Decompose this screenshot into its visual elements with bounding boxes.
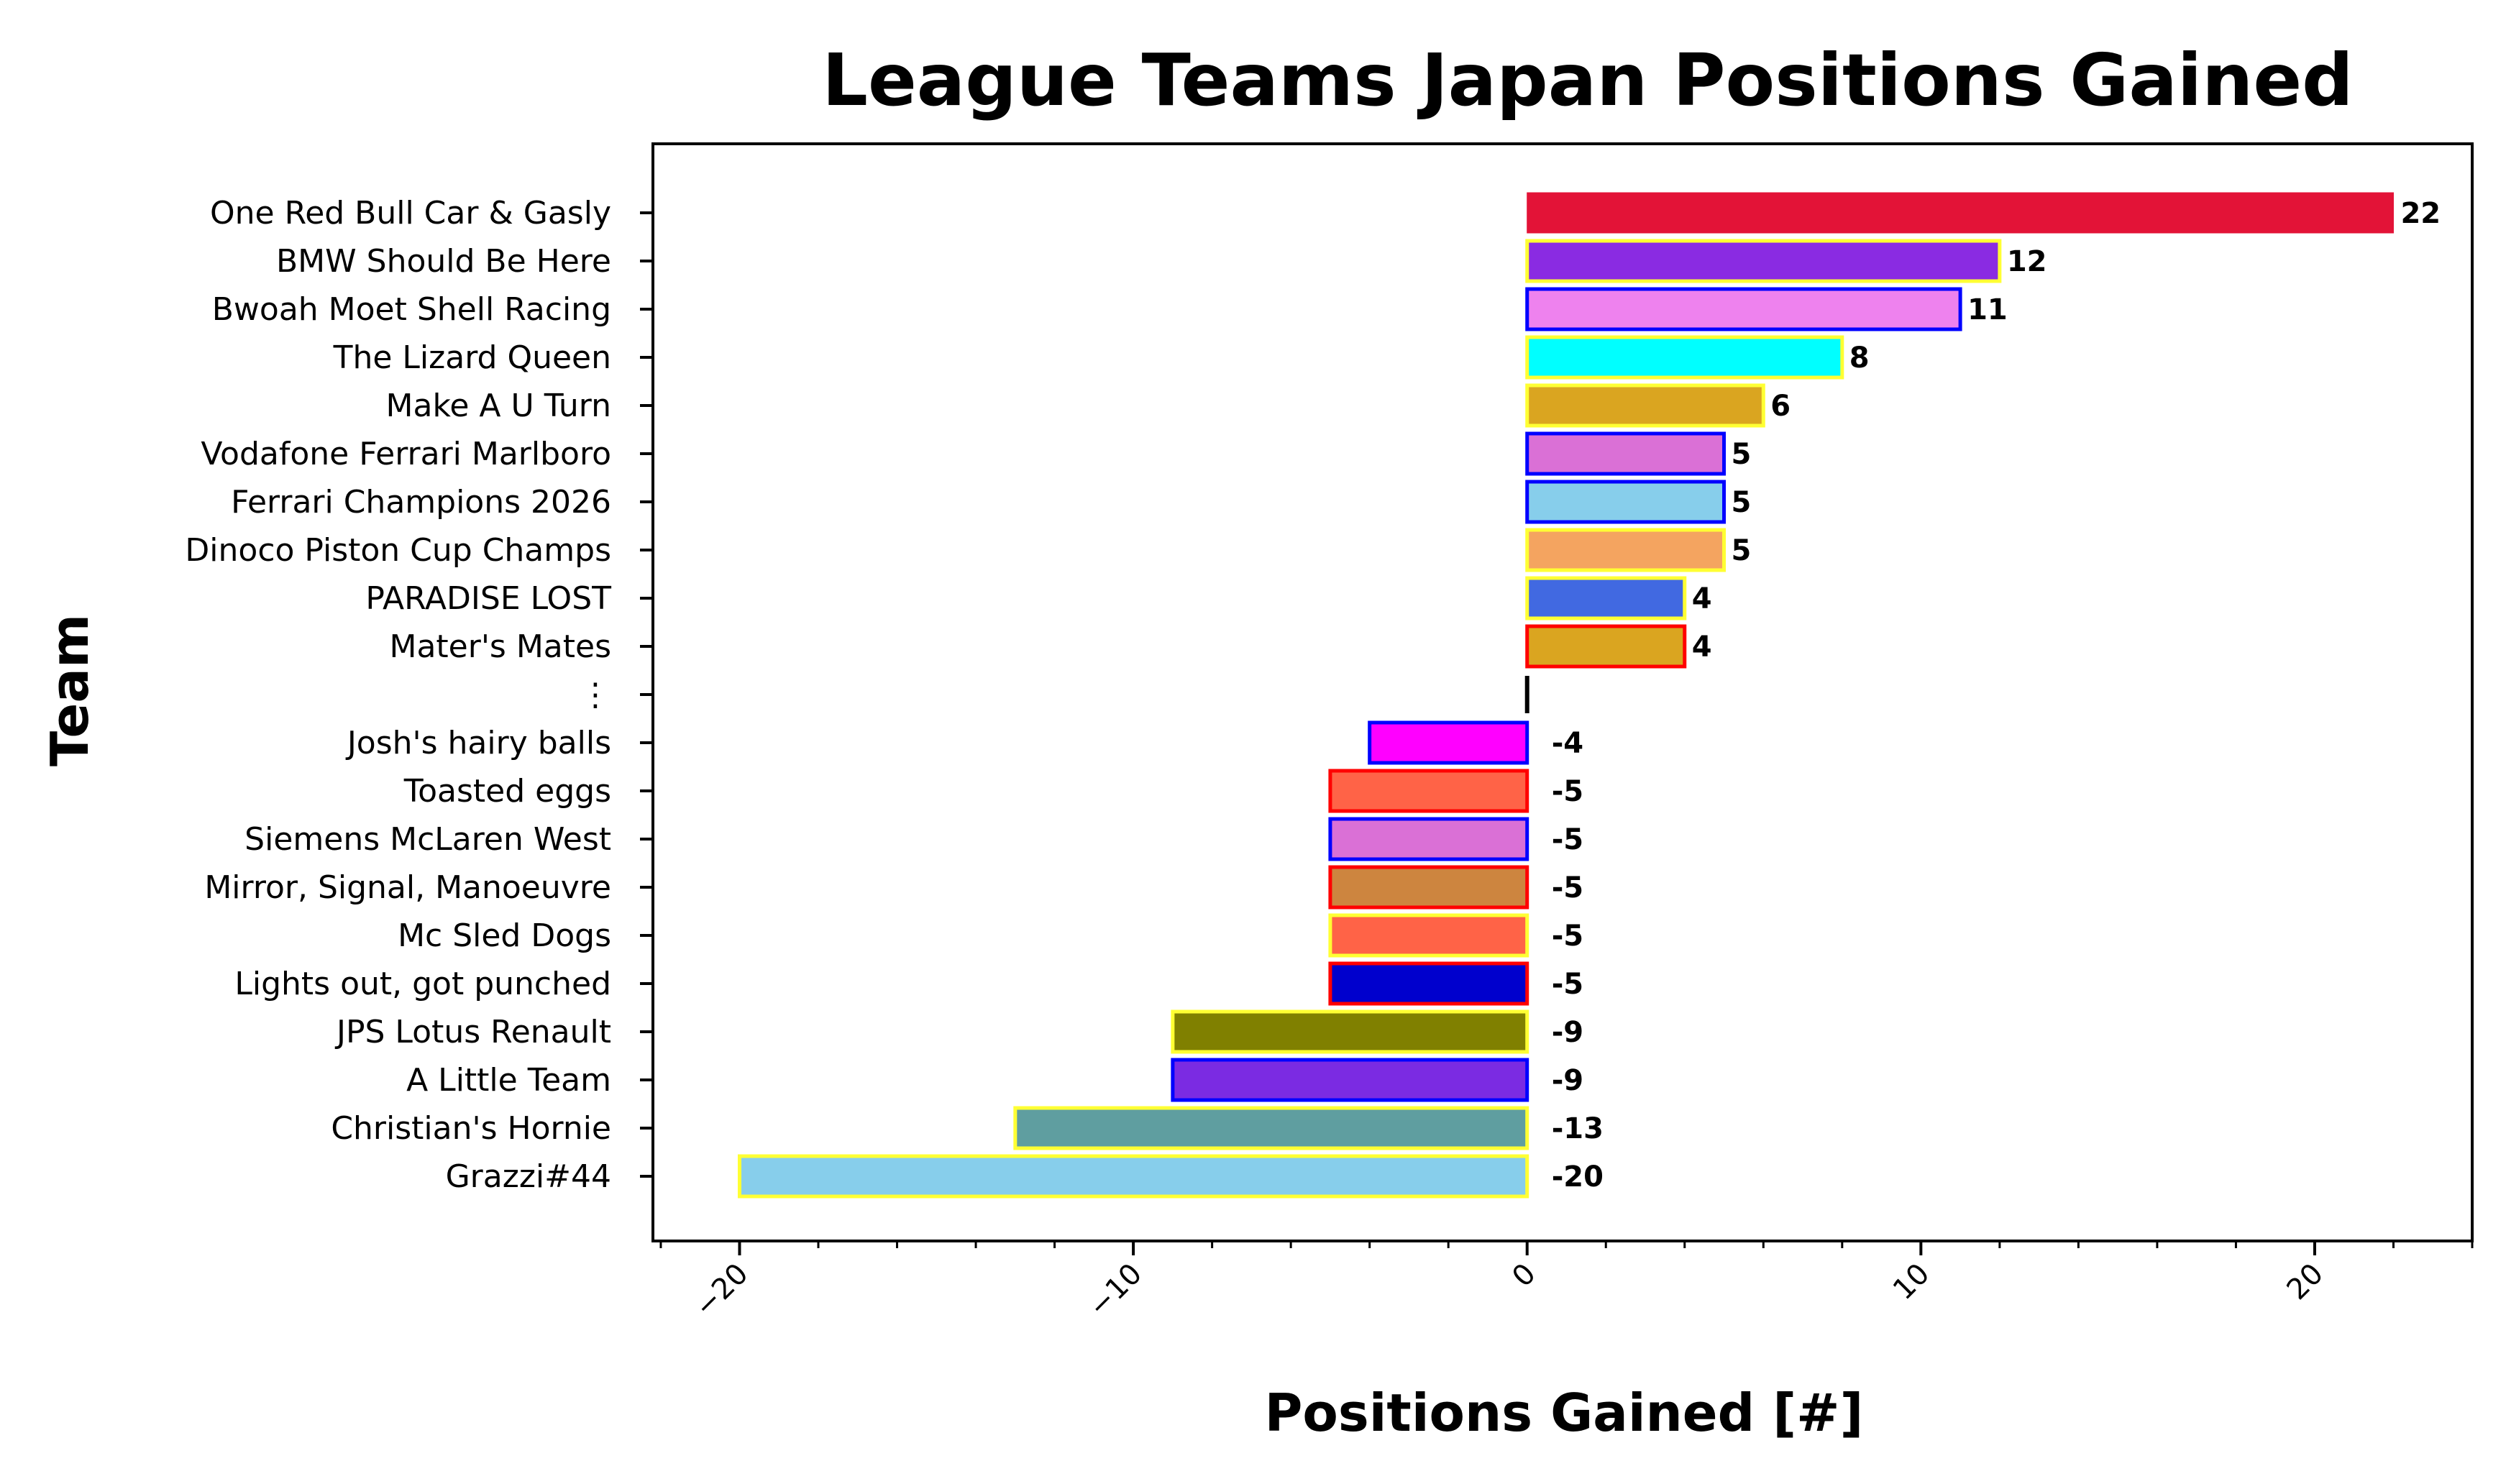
value-label: -20 (1552, 1160, 1604, 1194)
y-tick-label: Bwoah Moet Shell Racing (212, 291, 611, 328)
y-tick-label: Mater's Mates (389, 628, 611, 665)
y-tick-label: Mc Sled Dogs (398, 917, 611, 954)
y-tick-label: BMW Should Be Here (276, 243, 611, 280)
bar (1171, 1009, 1529, 1054)
y-tick-label: Grazzi#44 (446, 1158, 611, 1195)
x-axis-label: Positions Gained [#] (1265, 1383, 1864, 1443)
y-tick-label: A Little Team (406, 1062, 611, 1099)
y-tick-label: Dinoco Piston Cup Champs (185, 532, 611, 569)
y-tick-label: Lights out, got punched (234, 966, 611, 1002)
value-label: 5 (1732, 534, 1752, 567)
bar (1368, 720, 1529, 765)
value-label: 6 (1770, 390, 1791, 423)
bar (1171, 1058, 1529, 1102)
y-axis: One Red Bull Car & Gasly BMW Should Be He… (185, 195, 653, 1195)
chart-title: League Teams Japan Positions Gained (822, 38, 2354, 122)
bars-layer (737, 192, 2394, 1199)
x-tick-label: 20 (2281, 1258, 2331, 1307)
bar (1525, 239, 2002, 283)
y-tick-label: Josh's hairy balls (345, 725, 611, 761)
value-label: -5 (1552, 920, 1583, 953)
bar (1525, 431, 1727, 476)
x-tick-label: −20 (688, 1258, 754, 1324)
bar (1525, 576, 1687, 620)
y-tick-label: Mirror, Signal, Manoeuvre (204, 869, 611, 906)
bar (1525, 335, 1844, 380)
bar (1525, 287, 1962, 331)
value-label: -5 (1552, 968, 1583, 1001)
x-axis: −20 −10 0 10 20 (659, 1241, 2474, 1324)
y-axis-label: Team (40, 614, 100, 766)
bar (737, 1154, 1529, 1199)
bar (1525, 528, 1727, 572)
y-tick-label: Make A U Turn (386, 388, 611, 424)
value-label: -5 (1552, 871, 1583, 904)
value-label: 4 (1692, 631, 1712, 664)
value-label: 5 (1732, 438, 1752, 471)
value-label: 11 (1967, 293, 2008, 326)
x-tick-label: 10 (1887, 1258, 1936, 1307)
y-tick-label: Ferrari Champions 2026 (231, 484, 611, 521)
plot-frame (651, 142, 2474, 1242)
value-label: 4 (1692, 582, 1712, 615)
x-tick-label: −10 (1082, 1258, 1148, 1324)
value-label: 22 (2400, 197, 2441, 230)
bar (1013, 1106, 1529, 1150)
value-label: -9 (1552, 1064, 1583, 1097)
y-tick-label: Siemens McLaren West (244, 821, 611, 858)
x-tick-label: 0 (1506, 1258, 1542, 1294)
y-tick-label: PARADISE LOST (365, 580, 611, 617)
bar (1525, 624, 1687, 669)
y-tick-label: Vodafone Ferrari Marlboro (201, 436, 611, 472)
bar (1328, 913, 1529, 958)
value-label: -5 (1552, 823, 1583, 856)
y-tick-label: Toasted eggs (403, 773, 611, 810)
value-label: 5 (1732, 486, 1752, 519)
bar (1328, 769, 1529, 813)
bar (1328, 817, 1529, 861)
y-tick-label: ⋮ (580, 677, 611, 713)
bar (1328, 961, 1529, 1006)
y-tick-label: JPS Lotus Renault (334, 1014, 611, 1050)
y-tick-label: One Red Bull Car & Gasly (210, 195, 611, 232)
bar (1525, 480, 1727, 524)
bar (1328, 865, 1529, 910)
bar (1527, 192, 2394, 234)
value-label: -4 (1552, 727, 1583, 760)
value-label: 12 (2007, 245, 2047, 278)
value-label: -13 (1552, 1112, 1604, 1145)
value-label: -5 (1552, 775, 1583, 808)
value-label: 8 (1849, 342, 1870, 375)
bar (1525, 383, 1765, 428)
y-tick-label: The Lizard Queen (333, 339, 611, 376)
value-label: -9 (1552, 1016, 1583, 1049)
y-tick-label: Christian's Hornie (331, 1110, 611, 1147)
